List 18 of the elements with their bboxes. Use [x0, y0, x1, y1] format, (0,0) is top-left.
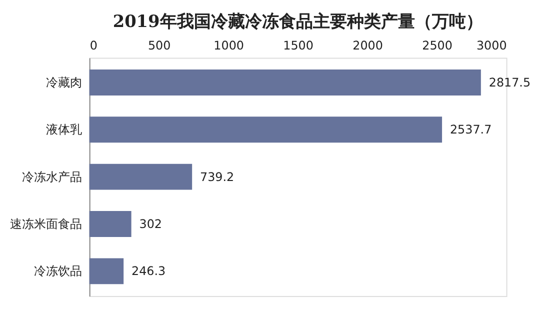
- y-tick-label: 冷藏肉: [46, 75, 82, 90]
- data-label: 739.2: [200, 170, 234, 184]
- x-tick-label: 3000: [476, 38, 507, 52]
- data-label: 302: [139, 216, 162, 231]
- y-tick-label: 冷冻饮品: [34, 264, 82, 278]
- y-tick-label: 冷冻水产品: [22, 170, 82, 184]
- x-tick-label: 0: [90, 38, 98, 52]
- x-tick-label: 1500: [283, 38, 314, 52]
- data-label: 2537.7: [450, 122, 492, 137]
- x-tick-label: 2000: [352, 38, 383, 52]
- y-tick-label: 液体乳: [46, 122, 82, 137]
- chart-title: 2019年我国冷藏冷冻食品主要种类产量（万吨）: [112, 10, 483, 31]
- data-label: 2817.5: [488, 75, 531, 90]
- x-tick-label: 2500: [422, 38, 452, 52]
- x-tick-label: 500: [148, 38, 171, 52]
- data-label: 246.3: [132, 264, 166, 278]
- x-tick-label: 1000: [214, 38, 244, 52]
- y-tick-label: 速冻米面食品: [10, 216, 82, 231]
